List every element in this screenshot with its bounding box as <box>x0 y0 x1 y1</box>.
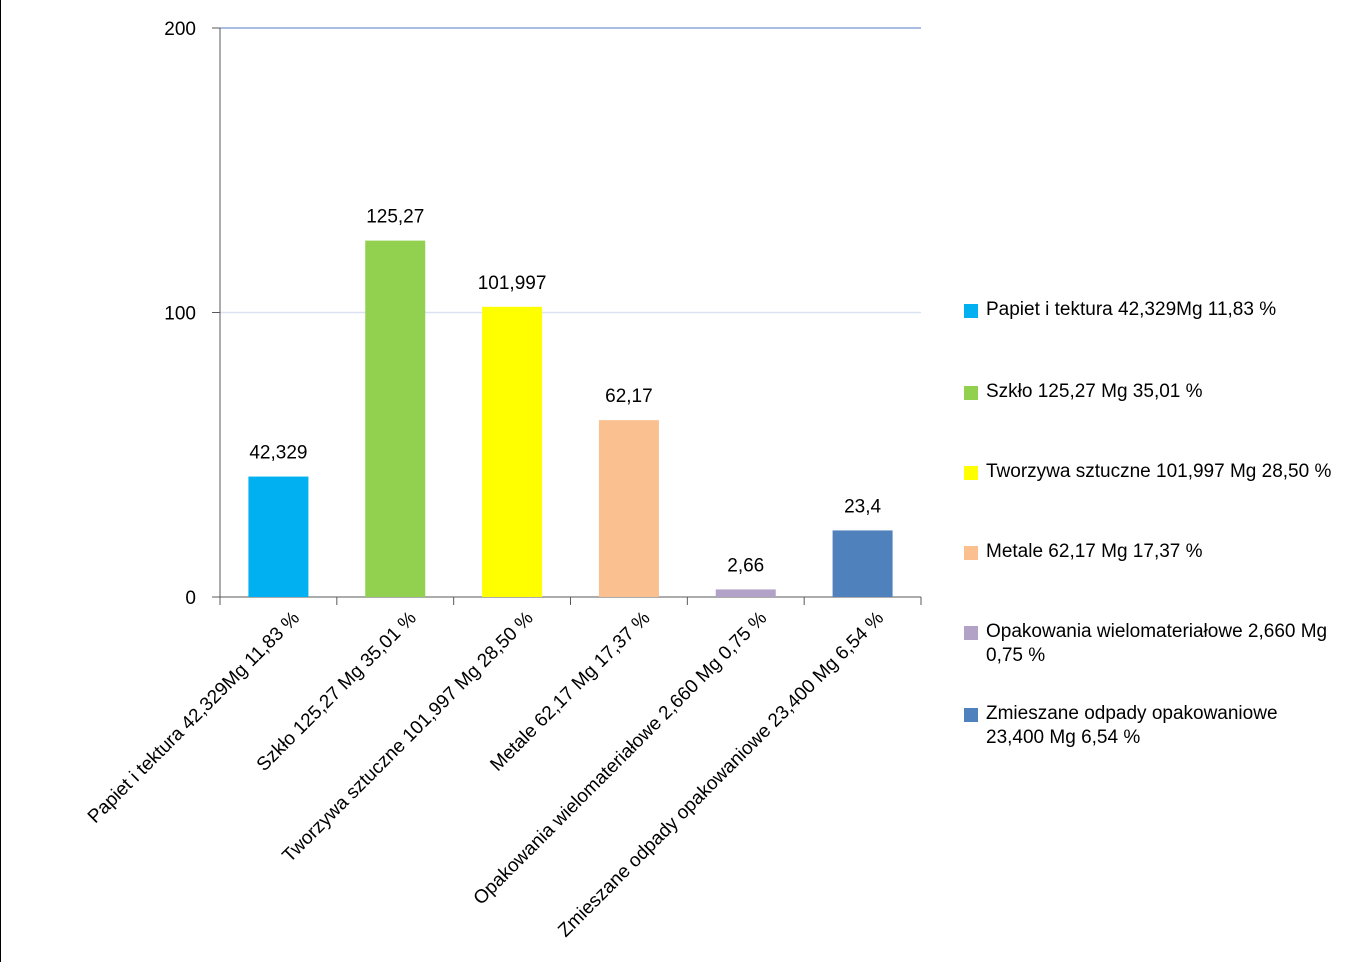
data-label-2: 125,27 <box>366 207 424 228</box>
legend-label: Zmieszane odpady opakowaniowe <box>986 703 1278 724</box>
legend-item-3: Tworzywa sztuczne 101,997 Mg 28,50 % <box>964 460 1331 484</box>
legend-label: Tworzywa sztuczne 101,997 Mg 28,50 % <box>986 461 1332 482</box>
data-label-6: 23,4 <box>844 496 881 517</box>
legend: Papiet i tektura 42,329Mg 11,83 % Szkło 1… <box>964 298 1346 778</box>
bar-1 <box>248 476 309 597</box>
legend-swatch <box>964 386 978 400</box>
data-label-5: 2,66 <box>727 555 764 576</box>
data-label-4: 62,17 <box>605 386 653 407</box>
y-tick-label: 100 <box>164 304 196 325</box>
x-tick-label-1: Papiet i tektura 42,329Mg 11,83 % <box>84 608 304 828</box>
legend-swatch <box>964 466 978 480</box>
y-tick-label: 0 <box>185 588 196 609</box>
bars <box>248 240 893 597</box>
bar-4 <box>598 420 659 597</box>
legend-label: Opakowania wielomateriałowe 2,660 Mg <box>986 621 1328 642</box>
legend-swatch <box>964 708 978 722</box>
bar-5 <box>715 589 776 597</box>
legend-swatch <box>964 304 978 318</box>
bar-3 <box>482 306 543 597</box>
legend-label: 23,400 Mg 6,54 % <box>986 727 1141 748</box>
data-label-3: 101,997 <box>478 273 547 294</box>
legend-label: Metale 62,17 Mg 17,37 % <box>986 541 1203 562</box>
gridlines <box>220 27 921 314</box>
x-tick-labels: Papiet i tektura 42,329Mg 11,83 %Szkło 1… <box>84 608 888 942</box>
legend-label: Papiet i tektura 42,329Mg 11,83 % <box>986 299 1277 320</box>
legend-item-4: Metale 62,17 Mg 17,37 % <box>964 540 1203 564</box>
y-tick-label: 200 <box>164 19 196 40</box>
bar-6 <box>832 530 893 597</box>
axes <box>212 27 922 605</box>
data-labels: 42,329 125,27 101,997 62,17 2,66 23,4 <box>249 207 881 577</box>
y-tick-labels: 0 100 200 <box>164 19 196 609</box>
legend-item-1: Papiet i tektura 42,329Mg 11,83 % <box>964 298 1276 322</box>
bar-2 <box>365 240 426 597</box>
legend-swatch <box>964 626 978 640</box>
legend-item-6: Zmieszane odpady opakowaniowe 23,400 Mg 6… <box>964 702 1278 750</box>
legend-swatch <box>964 546 978 560</box>
chart-frame-border <box>0 0 6 962</box>
x-tick-label-3: Tworzywa sztuczne 101,997 Mg 28,50 % <box>279 608 538 867</box>
legend-item-5: Opakowania wielomateriałowe 2,660 Mg 0,75… <box>964 620 1327 668</box>
legend-label: Szkło 125,27 Mg 35,01 % <box>986 381 1203 402</box>
legend-label: 0,75 % <box>986 645 1046 666</box>
legend-item-2: Szkło 125,27 Mg 35,01 % <box>964 380 1203 404</box>
data-label-1: 42,329 <box>249 443 307 464</box>
